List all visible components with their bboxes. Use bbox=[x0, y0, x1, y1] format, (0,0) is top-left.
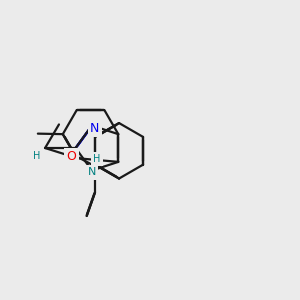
Text: N: N bbox=[88, 167, 96, 177]
Text: H: H bbox=[34, 151, 41, 161]
Text: O: O bbox=[67, 150, 76, 163]
Text: H: H bbox=[93, 154, 100, 164]
Text: N: N bbox=[90, 122, 100, 135]
